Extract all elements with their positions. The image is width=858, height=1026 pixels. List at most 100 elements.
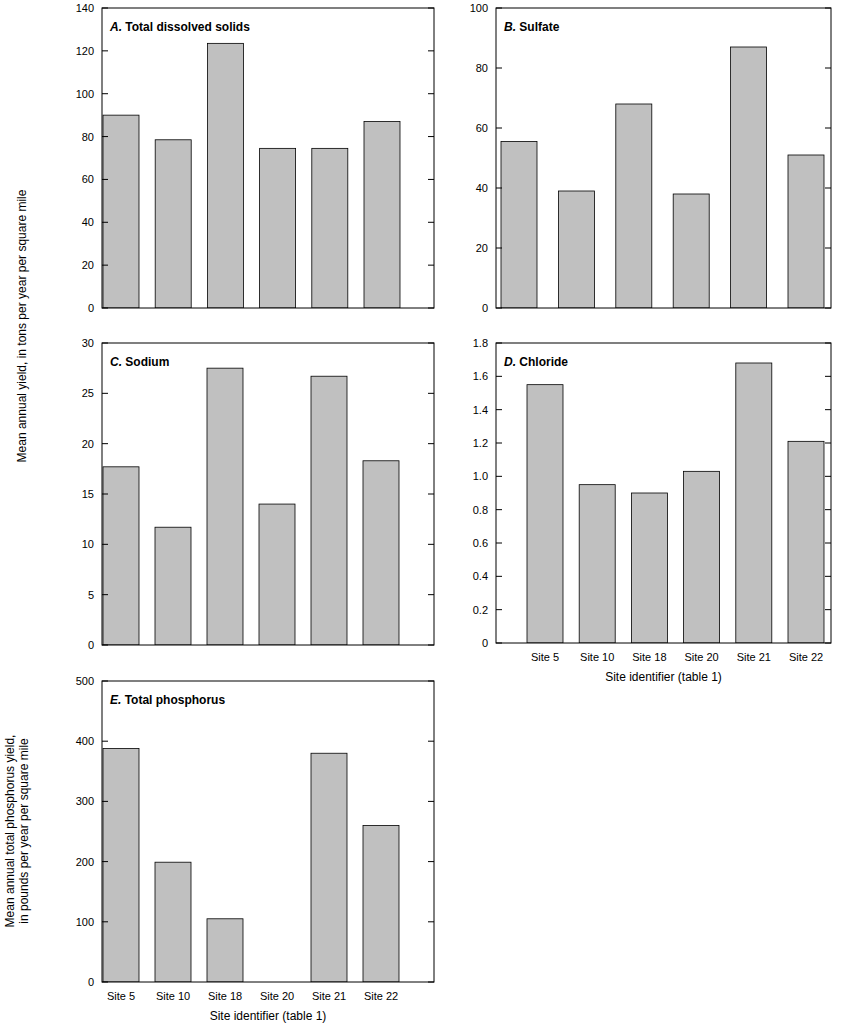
y-tick-right <box>825 409 831 410</box>
y-tick <box>102 594 108 595</box>
bar <box>312 148 348 308</box>
bar <box>103 748 139 982</box>
y-tick <box>496 248 502 249</box>
y-tick <box>102 265 108 266</box>
bar <box>155 527 191 645</box>
y-tick-right <box>428 494 434 495</box>
y-tick-right <box>825 643 831 644</box>
y-tick-right <box>428 393 434 394</box>
y-tick-label: 140 <box>76 2 94 14</box>
plot-frame <box>102 681 434 982</box>
y-tick-label: 1.4 <box>473 404 488 416</box>
y-tick-right <box>825 576 831 577</box>
bar <box>311 376 347 645</box>
y-tick-label: 5 <box>88 589 94 601</box>
y-tick <box>496 509 502 510</box>
y-tick-label: 60 <box>476 122 488 134</box>
y-tick-right <box>428 50 434 51</box>
y-tick <box>102 741 108 742</box>
y-tick-label: 1.2 <box>473 437 488 449</box>
bar <box>311 753 347 982</box>
y-tick-right <box>825 376 831 377</box>
y-tick <box>496 443 502 444</box>
y-tick-label: 10 <box>82 538 94 550</box>
y-tick <box>102 443 108 444</box>
y-tick <box>496 308 502 309</box>
y-tick <box>102 308 108 309</box>
panel-title: D. Chloride <box>504 355 568 369</box>
y-tick-right <box>428 136 434 137</box>
y-tick-label: 1.6 <box>473 370 488 382</box>
bars <box>527 363 824 643</box>
x-tick-label: Site 18 <box>208 990 242 1002</box>
y-tick <box>496 476 502 477</box>
y-tick <box>102 681 108 682</box>
x-tick-label: Site 10 <box>580 651 614 663</box>
y-tick-right <box>428 861 434 862</box>
y-tick-right <box>825 343 831 344</box>
x-axis-label: Site identifier (table 1) <box>605 670 722 684</box>
y-tick-label: 200 <box>76 856 94 868</box>
bar <box>103 467 139 645</box>
panel-letter: B. <box>504 20 519 34</box>
y-tick <box>496 128 502 129</box>
y-tick-right <box>825 8 831 9</box>
bars <box>103 43 400 308</box>
y-tick-right <box>428 801 434 802</box>
x-tick-label: Site 10 <box>156 990 190 1002</box>
x-axis-label: Site identifier (table 1) <box>210 1009 327 1023</box>
panel-letter: D. <box>504 355 519 369</box>
y-tick-right <box>428 179 434 180</box>
y-tick <box>102 393 108 394</box>
y-tick-label: 0.6 <box>473 537 488 549</box>
x-tick-label: Site 21 <box>312 990 346 1002</box>
y-tick <box>496 188 502 189</box>
y-tick <box>102 136 108 137</box>
y-tick-right <box>428 921 434 922</box>
bar <box>731 47 767 308</box>
y-tick-label: 15 <box>82 488 94 500</box>
panel-title: C. Sodium <box>110 355 169 369</box>
y-tick-label: 0 <box>482 637 488 649</box>
y-tick-right <box>428 222 434 223</box>
plot-frame <box>102 8 434 308</box>
y-tick-label: 0 <box>88 639 94 651</box>
x-tick-label: Site 20 <box>260 990 294 1002</box>
panel-title-text: Sodium <box>125 355 169 369</box>
panel-title: A. Total dissolved solids <box>109 20 250 34</box>
x-tick-label: Site 22 <box>364 990 398 1002</box>
y-tick-right <box>825 443 831 444</box>
y-tick <box>102 93 108 94</box>
bar <box>788 441 824 643</box>
bar <box>673 194 709 308</box>
y-tick-right <box>428 93 434 94</box>
y-tick-label: 100 <box>470 2 488 14</box>
panel: 020406080100B. Sulfate <box>470 2 831 314</box>
y-tick-label: 500 <box>76 675 94 687</box>
y-tick-right <box>825 68 831 69</box>
y-tick <box>102 179 108 180</box>
y-tick-right <box>428 982 434 983</box>
y-tick-label: 120 <box>76 45 94 57</box>
y-tick-label: 300 <box>76 795 94 807</box>
y-tick-right <box>428 594 434 595</box>
y-tick <box>496 543 502 544</box>
x-tick-label: Site 5 <box>107 990 135 1002</box>
y-tick <box>102 861 108 862</box>
panel-letter: E. <box>110 693 125 707</box>
panel-title-text: Chloride <box>519 355 568 369</box>
y-tick-label: 25 <box>82 387 94 399</box>
bar <box>259 504 295 645</box>
y-tick <box>102 50 108 51</box>
x-tick-label: Site 18 <box>632 651 666 663</box>
y-tick <box>102 645 108 646</box>
panel-title: E. Total phosphorus <box>110 693 225 707</box>
bar <box>207 43 243 308</box>
x-tick-label: Site 21 <box>737 651 771 663</box>
y-tick <box>102 494 108 495</box>
panel-title-text: Total phosphorus <box>125 693 226 707</box>
bar <box>616 104 652 308</box>
y-tick-label: 80 <box>82 131 94 143</box>
y-tick-right <box>825 509 831 510</box>
panel: 00.20.40.60.81.01.21.41.61.8Site 5Site 1… <box>473 337 831 684</box>
